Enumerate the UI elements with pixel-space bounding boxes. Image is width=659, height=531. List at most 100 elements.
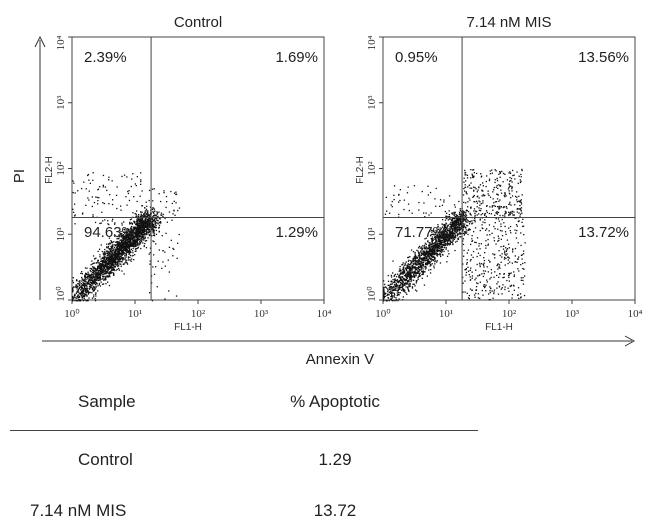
scatter-point [463, 182, 464, 183]
scatter-point [81, 277, 82, 278]
scatter-point [437, 242, 438, 243]
scatter-point [147, 227, 148, 228]
scatter-point [440, 254, 441, 255]
scatter-point [394, 297, 395, 298]
scatter-point [428, 245, 429, 246]
scatter-point [412, 276, 413, 277]
scatter-point [141, 236, 142, 237]
scatter-point [106, 268, 107, 269]
scatter-point [424, 285, 425, 286]
scatter-point [490, 173, 491, 174]
scatter-point [520, 208, 521, 209]
scatter-point [470, 229, 471, 230]
scatter-point [111, 250, 112, 251]
scatter-point [142, 225, 143, 226]
scatter-point [73, 282, 74, 283]
scatter-point [77, 288, 78, 289]
scatter-point [95, 295, 96, 296]
scatter-point [409, 273, 410, 274]
scatter-point [469, 274, 470, 275]
scatter-point [481, 214, 482, 215]
scatter-point [512, 181, 513, 182]
scatter-point [467, 210, 468, 211]
scatter-point [389, 287, 390, 288]
scatter-point [442, 205, 443, 206]
scatter-point [522, 263, 523, 264]
scatter-point [137, 236, 138, 237]
scatter-point [415, 259, 416, 260]
scatter-point [422, 248, 423, 249]
scatter-point [108, 259, 109, 260]
scatter-point [95, 284, 96, 285]
scatter-point [490, 277, 491, 278]
scatter-point [112, 220, 113, 221]
scatter-point [75, 285, 76, 286]
scatter-point [445, 243, 446, 244]
scatter-point [484, 273, 485, 274]
scatter-point [100, 274, 101, 275]
scatter-point [395, 297, 396, 298]
scatter-point [155, 227, 156, 228]
scatter-point [159, 227, 160, 228]
scatter-point [149, 190, 150, 191]
scatter-point [435, 241, 436, 242]
scatter-point [436, 245, 437, 246]
scatter-point [466, 225, 467, 226]
scatter-point [415, 264, 416, 265]
scatter-point [475, 227, 476, 228]
scatter-point [177, 243, 178, 244]
scatter-point [435, 243, 436, 244]
scatter-point [479, 205, 480, 206]
scatter-point [125, 262, 126, 263]
scatter-point [97, 261, 98, 262]
scatter-point [470, 288, 471, 289]
scatter-point [398, 294, 399, 295]
scatter-point [391, 288, 392, 289]
scatter-point [505, 247, 506, 248]
scatter-point [179, 234, 180, 235]
scatter-point [477, 190, 478, 191]
scatter-point [149, 229, 150, 230]
scatter-point [489, 179, 490, 180]
scatter-point [414, 284, 415, 285]
scatter-point [414, 268, 415, 269]
scatter-point [454, 219, 455, 220]
scatter-point [78, 299, 79, 300]
scatter-point [126, 260, 127, 261]
scatter-point [92, 289, 93, 290]
scatter-point [141, 234, 142, 235]
scatter-point [459, 227, 460, 228]
scatter-point [161, 213, 162, 214]
scatter-point [497, 269, 498, 270]
scatter-point [478, 253, 479, 254]
scatter-point [117, 262, 118, 263]
scatter-point [94, 282, 95, 283]
scatter-point [142, 229, 143, 230]
scatter-point [470, 188, 471, 189]
scatter-point [72, 180, 73, 181]
scatter-point [154, 209, 155, 210]
scatter-point [432, 263, 433, 264]
scatter-point [480, 184, 481, 185]
scatter-point [78, 297, 79, 298]
scatter-point [136, 214, 137, 215]
scatter-point [496, 288, 497, 289]
scatter-point [436, 254, 437, 255]
scatter-point [523, 250, 524, 251]
scatter-point [522, 258, 523, 259]
scatter-point [93, 255, 94, 256]
scatter-point [432, 242, 433, 243]
scatter-point [152, 266, 153, 267]
scatter-point [100, 285, 101, 286]
scatter-point [112, 219, 113, 220]
scatter-point [136, 221, 137, 222]
scatter-point [143, 236, 144, 237]
scatter-point [437, 260, 438, 261]
scatter-point [85, 273, 86, 274]
scatter-point [509, 202, 510, 203]
scatter-point [410, 278, 411, 279]
scatter-point [498, 218, 499, 219]
scatter-point [492, 191, 493, 192]
scatter-point [114, 247, 115, 248]
scatter-point [103, 279, 104, 280]
